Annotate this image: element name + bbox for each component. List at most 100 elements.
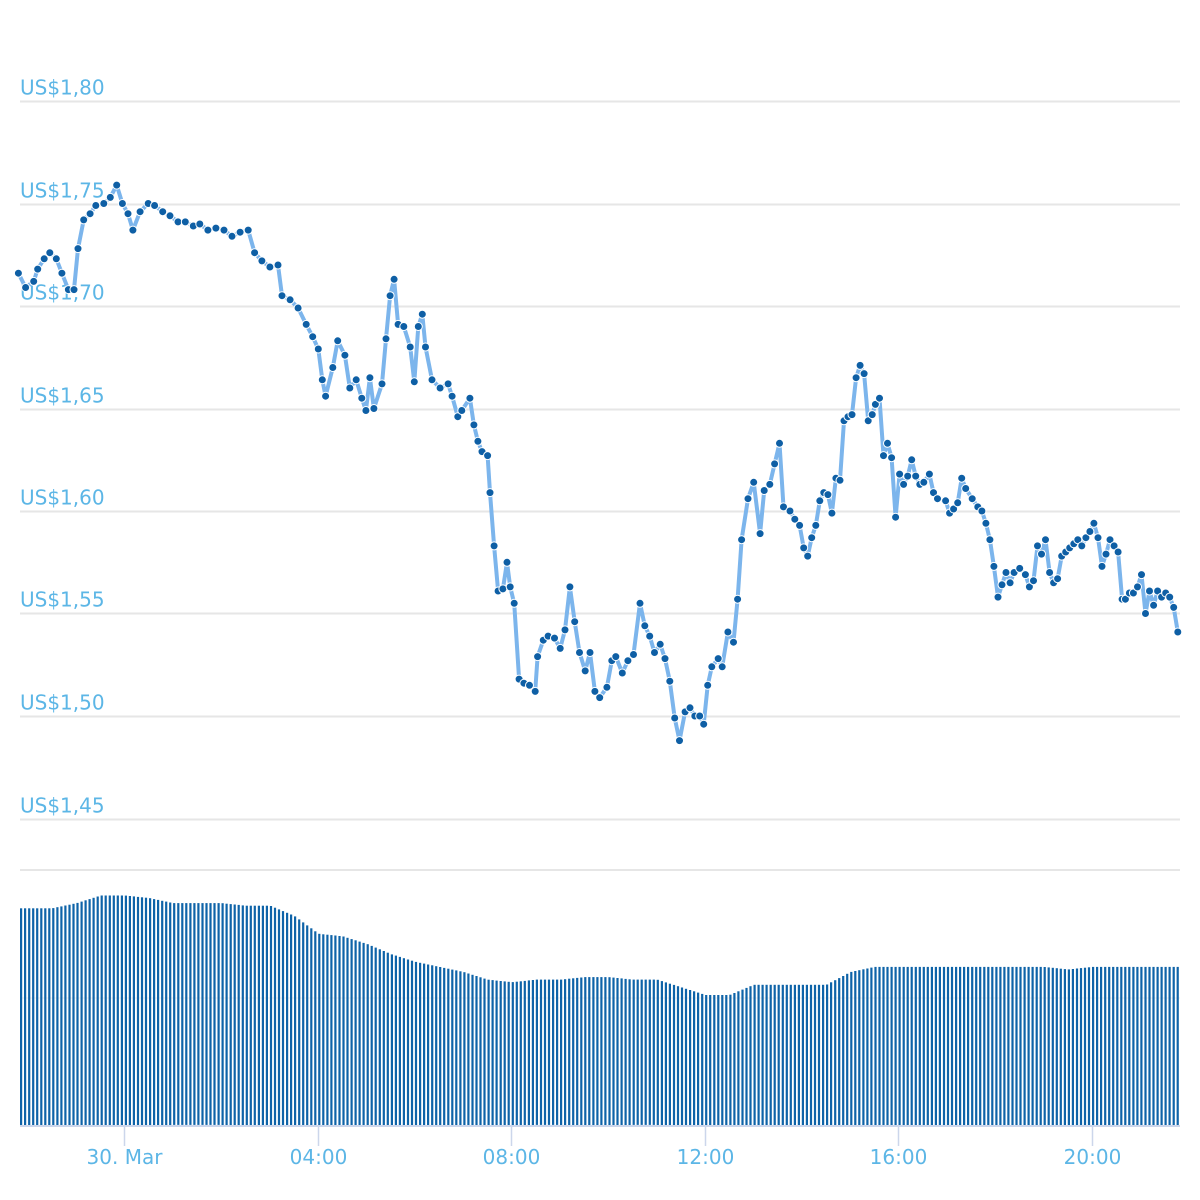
price-point[interactable] <box>770 459 780 469</box>
price-point[interactable] <box>405 342 415 352</box>
price-point[interactable] <box>1101 549 1111 559</box>
price-point[interactable] <box>505 582 515 592</box>
price-point[interactable] <box>749 477 759 487</box>
price-point[interactable] <box>91 201 101 210</box>
price-point[interactable] <box>105 192 115 202</box>
price-point[interactable] <box>953 498 963 508</box>
price-point[interactable] <box>1173 627 1183 637</box>
price-point[interactable] <box>949 504 959 514</box>
price-point[interactable] <box>1120 594 1130 604</box>
price-point[interactable] <box>1133 582 1142 592</box>
price-point[interactable] <box>699 719 709 729</box>
price-point[interactable] <box>1041 535 1050 545</box>
price-point[interactable] <box>1053 574 1063 584</box>
price-point[interactable] <box>435 383 445 393</box>
price-point[interactable] <box>650 648 659 657</box>
price-point[interactable] <box>1085 527 1095 536</box>
price-point[interactable] <box>807 533 817 543</box>
price-point[interactable] <box>623 656 633 666</box>
price-point[interactable] <box>509 598 519 608</box>
price-point[interactable] <box>635 598 645 608</box>
price-point[interactable] <box>795 520 805 530</box>
price-point[interactable] <box>301 319 311 329</box>
price-point[interactable] <box>485 488 495 498</box>
price-point[interactable] <box>867 410 877 420</box>
price-point[interactable] <box>453 412 463 422</box>
price-point[interactable] <box>997 580 1007 590</box>
price-point[interactable] <box>73 244 83 254</box>
price-point[interactable] <box>703 680 713 690</box>
price-point[interactable] <box>277 291 287 301</box>
price-point[interactable] <box>713 654 723 664</box>
price-point[interactable] <box>381 334 391 344</box>
price-point[interactable] <box>117 199 127 208</box>
price-point[interactable] <box>887 453 897 463</box>
price-point[interactable] <box>717 662 727 672</box>
price-point[interactable] <box>135 207 145 217</box>
price-point[interactable] <box>1113 547 1123 557</box>
price-point[interactable] <box>903 471 913 481</box>
price-point[interactable] <box>835 475 845 485</box>
price-point[interactable] <box>1037 549 1046 559</box>
price-point[interactable] <box>1029 576 1038 586</box>
price-point[interactable] <box>39 254 49 264</box>
price-point[interactable] <box>85 209 95 219</box>
price-point[interactable] <box>985 535 995 545</box>
price-point[interactable] <box>924 469 934 479</box>
price-point[interactable] <box>590 686 600 696</box>
price-point[interactable] <box>150 201 160 210</box>
price-point[interactable] <box>675 736 684 746</box>
price-point[interactable] <box>859 369 869 379</box>
price-point[interactable] <box>961 484 971 493</box>
price-point[interactable] <box>1024 582 1034 592</box>
price-point[interactable] <box>385 291 395 301</box>
price-point[interactable] <box>489 541 499 551</box>
price-point[interactable] <box>502 557 512 567</box>
price-point[interactable] <box>981 518 991 528</box>
price-point[interactable] <box>851 373 861 383</box>
price-point[interactable] <box>317 375 327 385</box>
price-point[interactable] <box>399 322 409 331</box>
price-point[interactable] <box>775 438 784 448</box>
price-point[interactable] <box>365 373 375 383</box>
price-point[interactable] <box>733 594 743 604</box>
price-point[interactable] <box>1149 600 1159 610</box>
price-point[interactable] <box>51 254 61 264</box>
price-point[interactable] <box>933 494 942 504</box>
price-point[interactable] <box>533 652 543 662</box>
price-point[interactable] <box>863 416 873 426</box>
price-point[interactable] <box>919 477 929 487</box>
price-point[interactable] <box>891 512 901 522</box>
price-point[interactable] <box>941 496 951 506</box>
price-point[interactable] <box>629 650 638 659</box>
price-point[interactable] <box>99 199 109 208</box>
price-point[interactable] <box>570 617 580 627</box>
price-point[interactable] <box>660 654 670 664</box>
price-point[interactable] <box>45 248 55 258</box>
price-point[interactable] <box>575 648 584 657</box>
price-point[interactable] <box>427 375 437 385</box>
price-point[interactable] <box>498 584 508 594</box>
price-point[interactable] <box>357 393 367 403</box>
price-point[interactable] <box>340 350 350 360</box>
price-point[interactable] <box>13 268 23 278</box>
price-point[interactable] <box>469 420 479 430</box>
price-point[interactable] <box>1001 568 1011 577</box>
price-point[interactable] <box>585 648 595 657</box>
price-point[interactable] <box>29 276 39 286</box>
price-point[interactable] <box>128 225 138 235</box>
price-point[interactable] <box>670 713 680 723</box>
price-point[interactable] <box>112 180 122 190</box>
price-point[interactable] <box>165 211 175 221</box>
price-point[interactable] <box>421 342 430 352</box>
price-point[interactable] <box>180 217 190 227</box>
price-point[interactable] <box>457 406 467 415</box>
price-point[interactable] <box>911 471 921 481</box>
price-point[interactable] <box>645 631 655 641</box>
price-point[interactable] <box>443 379 453 389</box>
price-point[interactable] <box>1015 563 1025 573</box>
price-point[interactable] <box>685 703 695 713</box>
price-point[interactable] <box>870 399 880 409</box>
price-point[interactable] <box>243 225 253 235</box>
price-point[interactable] <box>883 438 892 448</box>
